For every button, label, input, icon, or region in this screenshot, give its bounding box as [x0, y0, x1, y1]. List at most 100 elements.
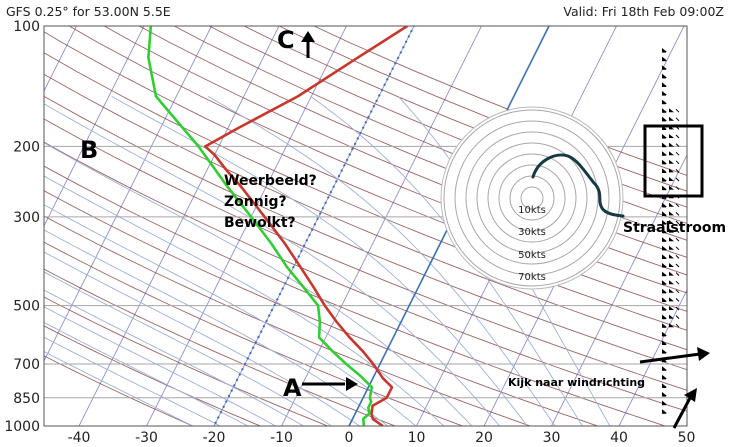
x-tick-label: 50: [678, 430, 696, 446]
dashed-reference-line: [212, 26, 416, 426]
wind-direction-label: Kijk naar windrichting: [508, 376, 645, 389]
wind-barb-pennant: [669, 306, 674, 310]
wind-barb-pennant: [669, 323, 674, 328]
wind-barb-pennant: [662, 306, 667, 310]
y-tick-label: 300: [13, 210, 40, 226]
hodograph-ring: [476, 142, 588, 254]
wind-barb-flag: [675, 177, 680, 182]
wind-barb-pennant: [662, 82, 667, 87]
annotations: A B C Weerbeeld? Zonnig? Bewolkt? Straal…: [80, 26, 726, 429]
wind-barb-pennant: [669, 185, 674, 190]
wind-barb-pennant: [662, 297, 667, 302]
moist-adiabat-line: [44, 175, 445, 426]
wind-barb-pennant: [669, 134, 674, 138]
wind-barb-pennant: [669, 288, 674, 293]
x-tick-label: -10: [270, 430, 293, 446]
wind-barb-pennant: [662, 177, 667, 181]
model-info: GFS 0.25° for 53.00N 5.5E: [6, 4, 171, 19]
wind-barb-pennant: [662, 220, 667, 224]
wind-barb-pennant: [662, 374, 667, 379]
dry-adiabat-line: [44, 296, 329, 426]
wind-barb-pennant: [662, 48, 667, 52]
moist-adiabat-line: [44, 251, 361, 426]
wind-barbs: [662, 48, 680, 414]
hodograph-ring-label: 70kts: [518, 272, 546, 283]
wind-barb-pennant: [662, 409, 667, 414]
x-tick-label: -30: [135, 430, 158, 446]
label-b: B: [80, 136, 98, 164]
wind-barb-pennant: [669, 142, 674, 147]
x-tick-label: 40: [610, 430, 628, 446]
jetstream-box: [643, 124, 704, 198]
wind-arrow-upper: [639, 352, 701, 364]
isotherm-line: [145, 26, 348, 426]
y-tick-label: 100: [13, 19, 40, 35]
wind-barb-flag: [675, 298, 680, 302]
wind-barb-pennant: [662, 99, 667, 104]
label-c: C: [277, 26, 295, 54]
dry-adiabat-line: [44, 31, 687, 312]
moist-adiabat-line: [44, 204, 417, 426]
wind-barb-flag: [675, 143, 680, 147]
wind-barb-flag: [675, 315, 680, 319]
x-tick-label: 10: [408, 430, 426, 446]
y-tick-label: 700: [13, 357, 40, 373]
x-tick-label: -20: [203, 430, 226, 446]
wind-barb-flag: [675, 255, 680, 259]
wind-barb-pennant: [669, 271, 674, 276]
y-tick-label: 500: [13, 299, 40, 315]
wind-barb-pennant: [662, 400, 667, 405]
wind-arrow-lower: [672, 397, 692, 429]
arrow-a-head: [346, 377, 358, 391]
wind-barb-pennant: [669, 228, 674, 233]
x-tick-label: 30: [543, 430, 561, 446]
wind-barb-pennant: [662, 383, 667, 388]
wind-barb-pennant: [662, 108, 667, 113]
moist-adiabat-line: [44, 321, 249, 426]
dry-adiabat-line: [44, 268, 397, 426]
moist-adiabat-line: [44, 289, 305, 426]
wind-barb-pennant: [662, 228, 667, 233]
dry-adiabat-line: [44, 190, 600, 426]
dry-adiabat-line: [44, 241, 465, 426]
wind-arrow-upper-head: [697, 347, 710, 361]
moist-adiabat-line: [44, 142, 473, 426]
hodograph-ring: [465, 131, 599, 265]
wind-barb-pennant: [669, 202, 674, 207]
wind-barb-flag: [675, 220, 680, 225]
wind-barb-flag: [675, 212, 680, 216]
wind-barb-pennant: [662, 116, 667, 121]
wind-barb-flag: [675, 237, 680, 242]
plot-frame: [43, 25, 688, 427]
dry-adiabat-line: [44, 215, 532, 426]
wind-barb-flag: [675, 151, 680, 156]
wind-barb-pennant: [662, 314, 667, 319]
dry-adiabat-line: [44, 118, 687, 391]
wind-barb-pennant: [662, 254, 667, 259]
wind-barb-pennant: [662, 271, 667, 276]
wind-barb-pennant: [669, 245, 674, 250]
dry-adiabat-line: [44, 355, 194, 426]
wind-barb-pennant: [669, 159, 674, 164]
arrow-c-head: [301, 31, 315, 42]
x-tick-label: -40: [68, 430, 91, 446]
wind-barb-pennant: [662, 366, 667, 371]
jetstream-label: Straalstroom: [623, 220, 726, 236]
wind-barb-flag: [675, 108, 680, 113]
hodograph-ring: [487, 153, 577, 243]
weather-line-3: Bewolkt?: [224, 215, 296, 231]
wind-barb-flag: [675, 289, 680, 294]
wind-barb-flag: [675, 203, 680, 208]
wind-barb-pennant: [662, 151, 667, 156]
y-axis: 100 200 300 500 700 850 1000: [4, 19, 40, 435]
valid-time: Valid: Fri 18th Feb 09:00Z: [563, 4, 724, 19]
wind-barb-pennant: [669, 220, 674, 224]
wind-barb-pennant: [669, 237, 674, 242]
wind-barb-flag: [675, 306, 680, 311]
y-tick-label: 1000: [4, 419, 40, 435]
hodograph-background: [440, 106, 624, 290]
moist-adiabat-line: [44, 271, 333, 426]
hodograph-ring: [498, 164, 566, 232]
wind-barb-pennant: [662, 65, 667, 70]
wind-barb-flag: [675, 169, 680, 173]
